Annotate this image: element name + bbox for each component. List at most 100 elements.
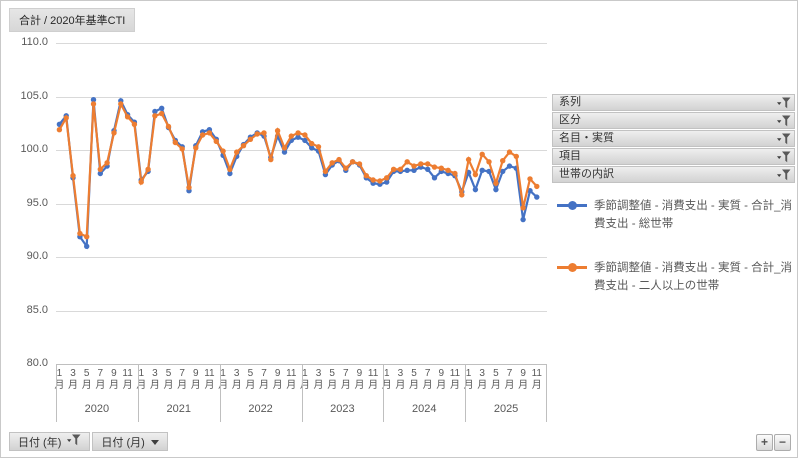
legend-item-two-or-more-person: 季節調整値 - 消費支出 - 実質 - 合計_消費支出 - 二人以上の世帯 — [557, 259, 797, 295]
filter-funnel-icon[interactable] — [777, 151, 791, 168]
x-axis-month-label: 3 月 — [395, 368, 406, 391]
data-point — [70, 173, 76, 179]
data-point — [527, 188, 533, 194]
y-axis-label: 105.0 — [20, 89, 48, 102]
data-point — [500, 158, 506, 164]
filter-funnel-icon[interactable] — [777, 133, 791, 150]
data-point — [111, 130, 117, 136]
data-point — [124, 114, 131, 120]
data-point — [97, 170, 103, 177]
x-axis-month-label: 5 月 — [163, 368, 174, 391]
filter-funnel-icon[interactable] — [777, 97, 791, 114]
data-point — [479, 151, 485, 157]
filter-button-household[interactable]: 世帯の内訳 — [552, 166, 795, 183]
x-axis-month-label: 5 月 — [490, 368, 501, 391]
chevron-down-icon[interactable] — [150, 436, 159, 448]
value-field-button[interactable]: 合計 / 2020年基準CTI — [9, 8, 136, 32]
data-point — [274, 128, 281, 134]
legend: 季節調整値 - 消費支出 - 実質 - 合計_消費支出 - 総世帯 季節調整値 … — [557, 197, 797, 321]
data-point — [506, 163, 513, 169]
x-axis-month-label: 1 月 — [218, 368, 229, 391]
year-separator — [138, 365, 139, 422]
data-point — [493, 186, 499, 193]
data-point — [234, 149, 240, 155]
data-point — [165, 123, 172, 130]
x-axis-month-label: 11 月 — [449, 368, 461, 391]
filter-button-nominal-real[interactable]: 名目・実質 — [552, 130, 795, 147]
data-point — [425, 166, 431, 172]
x-axis-month-label: 1 月 — [299, 368, 310, 391]
filter-panel: 系列 区分 名目・実質 項目 世帯の内訳 — [552, 94, 795, 184]
data-point — [84, 243, 90, 249]
drill-buttons: + − — [756, 434, 791, 451]
data-point — [247, 136, 254, 142]
data-point — [315, 144, 322, 150]
data-point — [465, 156, 472, 163]
data-point — [179, 146, 185, 152]
data-point — [213, 138, 219, 145]
x-axis-month-label: 9 月 — [190, 368, 201, 391]
data-point — [227, 170, 233, 177]
filter-button-kubun[interactable]: 区分 — [552, 112, 795, 129]
x-axis-month-label: 7 月 — [504, 368, 515, 391]
data-point — [377, 178, 383, 184]
x-axis-month-label: 1 月 — [54, 368, 65, 391]
x-axis-month-label: 7 月 — [422, 368, 433, 391]
data-point — [479, 167, 485, 173]
filter-button-series[interactable]: 系列 — [552, 94, 795, 111]
filter-funnel-icon[interactable] — [777, 115, 791, 132]
filter-label: 世帯の内訳 — [559, 168, 614, 180]
data-point — [411, 167, 417, 173]
data-point — [302, 132, 308, 138]
data-point — [356, 161, 363, 167]
data-point — [63, 115, 69, 121]
filter-funnel-icon[interactable] — [777, 169, 791, 186]
year-separator — [56, 365, 57, 422]
filter-label: 項目 — [559, 150, 581, 162]
axis-field-label: 日付 (月) — [101, 436, 145, 449]
data-point — [199, 132, 206, 138]
data-point — [418, 161, 424, 167]
data-point — [220, 148, 226, 154]
data-point — [397, 166, 404, 172]
data-point — [97, 166, 103, 172]
line-chart — [56, 43, 547, 312]
data-point — [295, 130, 301, 136]
legend-label: 季節調整値 - 消費支出 - 実質 - 合計_消費支出 - 二人以上の世帯 — [594, 262, 793, 292]
plot-area — [56, 43, 547, 364]
data-point — [104, 160, 110, 166]
date-month-field-button[interactable]: 日付 (月) — [92, 432, 168, 451]
data-point — [431, 175, 438, 181]
data-point — [438, 165, 444, 171]
axis-field-buttons: 日付 (年) 日付 (月) — [9, 432, 168, 451]
data-point — [534, 183, 540, 190]
collapse-minus-button[interactable]: − — [774, 434, 791, 451]
date-year-field-button[interactable]: 日付 (年) — [9, 432, 91, 451]
data-point — [77, 230, 83, 237]
y-axis-label: 90.0 — [26, 250, 48, 262]
data-point — [404, 159, 410, 165]
axis-field-label: 日付 (年) — [18, 436, 62, 449]
year-separator — [546, 365, 547, 422]
data-point — [295, 134, 301, 140]
data-point — [56, 127, 63, 133]
data-point — [193, 145, 199, 151]
data-point — [118, 101, 124, 107]
data-point — [425, 161, 431, 167]
x-axis-month-label: 11 月 — [367, 368, 379, 391]
data-point — [486, 159, 492, 165]
data-point — [145, 166, 151, 172]
x-axis-year-label: 2021 — [166, 403, 191, 415]
year-separator — [302, 365, 303, 422]
data-point — [520, 205, 526, 211]
filter-button-item[interactable]: 項目 — [552, 148, 795, 165]
data-point — [227, 166, 233, 172]
expand-plus-button[interactable]: + — [756, 434, 773, 451]
data-point — [309, 140, 315, 147]
x-axis-month-label: 3 月 — [231, 368, 242, 391]
filter-funnel-icon[interactable] — [67, 434, 81, 449]
data-point — [336, 156, 342, 163]
x-axis-month-label: 3 月 — [149, 368, 160, 391]
x-axis-month-label: 5 月 — [327, 368, 338, 391]
